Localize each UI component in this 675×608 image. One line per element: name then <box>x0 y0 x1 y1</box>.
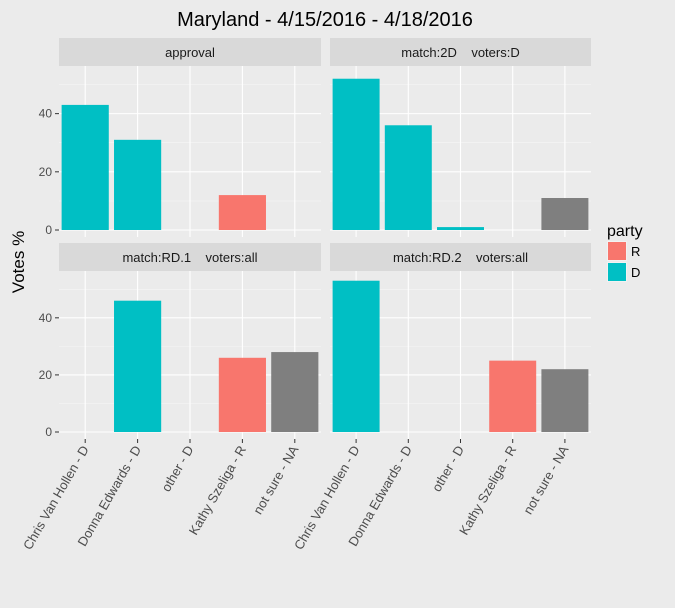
facet-strip <box>59 243 321 271</box>
facet-strip <box>330 38 591 66</box>
legend-key <box>608 263 626 281</box>
y-tick-label: 0 <box>45 223 52 237</box>
y-tick-label: 0 <box>45 425 52 439</box>
bar <box>332 280 380 432</box>
facet-panels: approval 0 20 40 match:2D voters:D match:RD.1… <box>39 38 591 439</box>
bar <box>384 125 432 230</box>
facet-label: match:2D voters:D <box>401 45 519 60</box>
bar <box>218 195 266 230</box>
legend-key <box>608 242 626 260</box>
bar <box>271 352 319 432</box>
y-tick-label: 20 <box>39 165 53 179</box>
facet-panel: match:RD.2 voters:all <box>330 243 591 439</box>
y-tick-label: 20 <box>39 368 53 382</box>
legend-label: R <box>631 244 640 259</box>
y-axis-title: Votes % <box>9 231 28 293</box>
facet-panel: match:RD.1 voters:all 0 20 40 <box>39 243 321 439</box>
legend: party RD <box>607 223 643 282</box>
y-tick-label: 40 <box>39 311 53 325</box>
bar <box>61 104 109 230</box>
y-tick-label: 40 <box>39 107 53 121</box>
bar <box>541 198 589 230</box>
chart-title: Maryland - 4/15/2016 - 4/18/2016 <box>177 9 473 31</box>
bar <box>489 360 537 432</box>
facet-panel: match:2D voters:D <box>330 38 591 237</box>
bar <box>218 357 266 432</box>
bar <box>541 369 589 432</box>
facet-strip <box>59 38 321 66</box>
facet-strip <box>330 243 591 271</box>
bar <box>114 139 162 230</box>
bar <box>332 78 380 231</box>
facet-label: match:RD.2 voters:all <box>393 250 528 265</box>
legend-title: party <box>607 223 643 240</box>
bar <box>437 227 484 230</box>
legend-label: D <box>631 265 640 280</box>
facet-label: match:RD.1 voters:all <box>122 250 257 265</box>
facet-label: approval <box>165 45 215 60</box>
bar <box>114 300 162 432</box>
facet-panel: approval 0 20 40 <box>39 38 321 237</box>
